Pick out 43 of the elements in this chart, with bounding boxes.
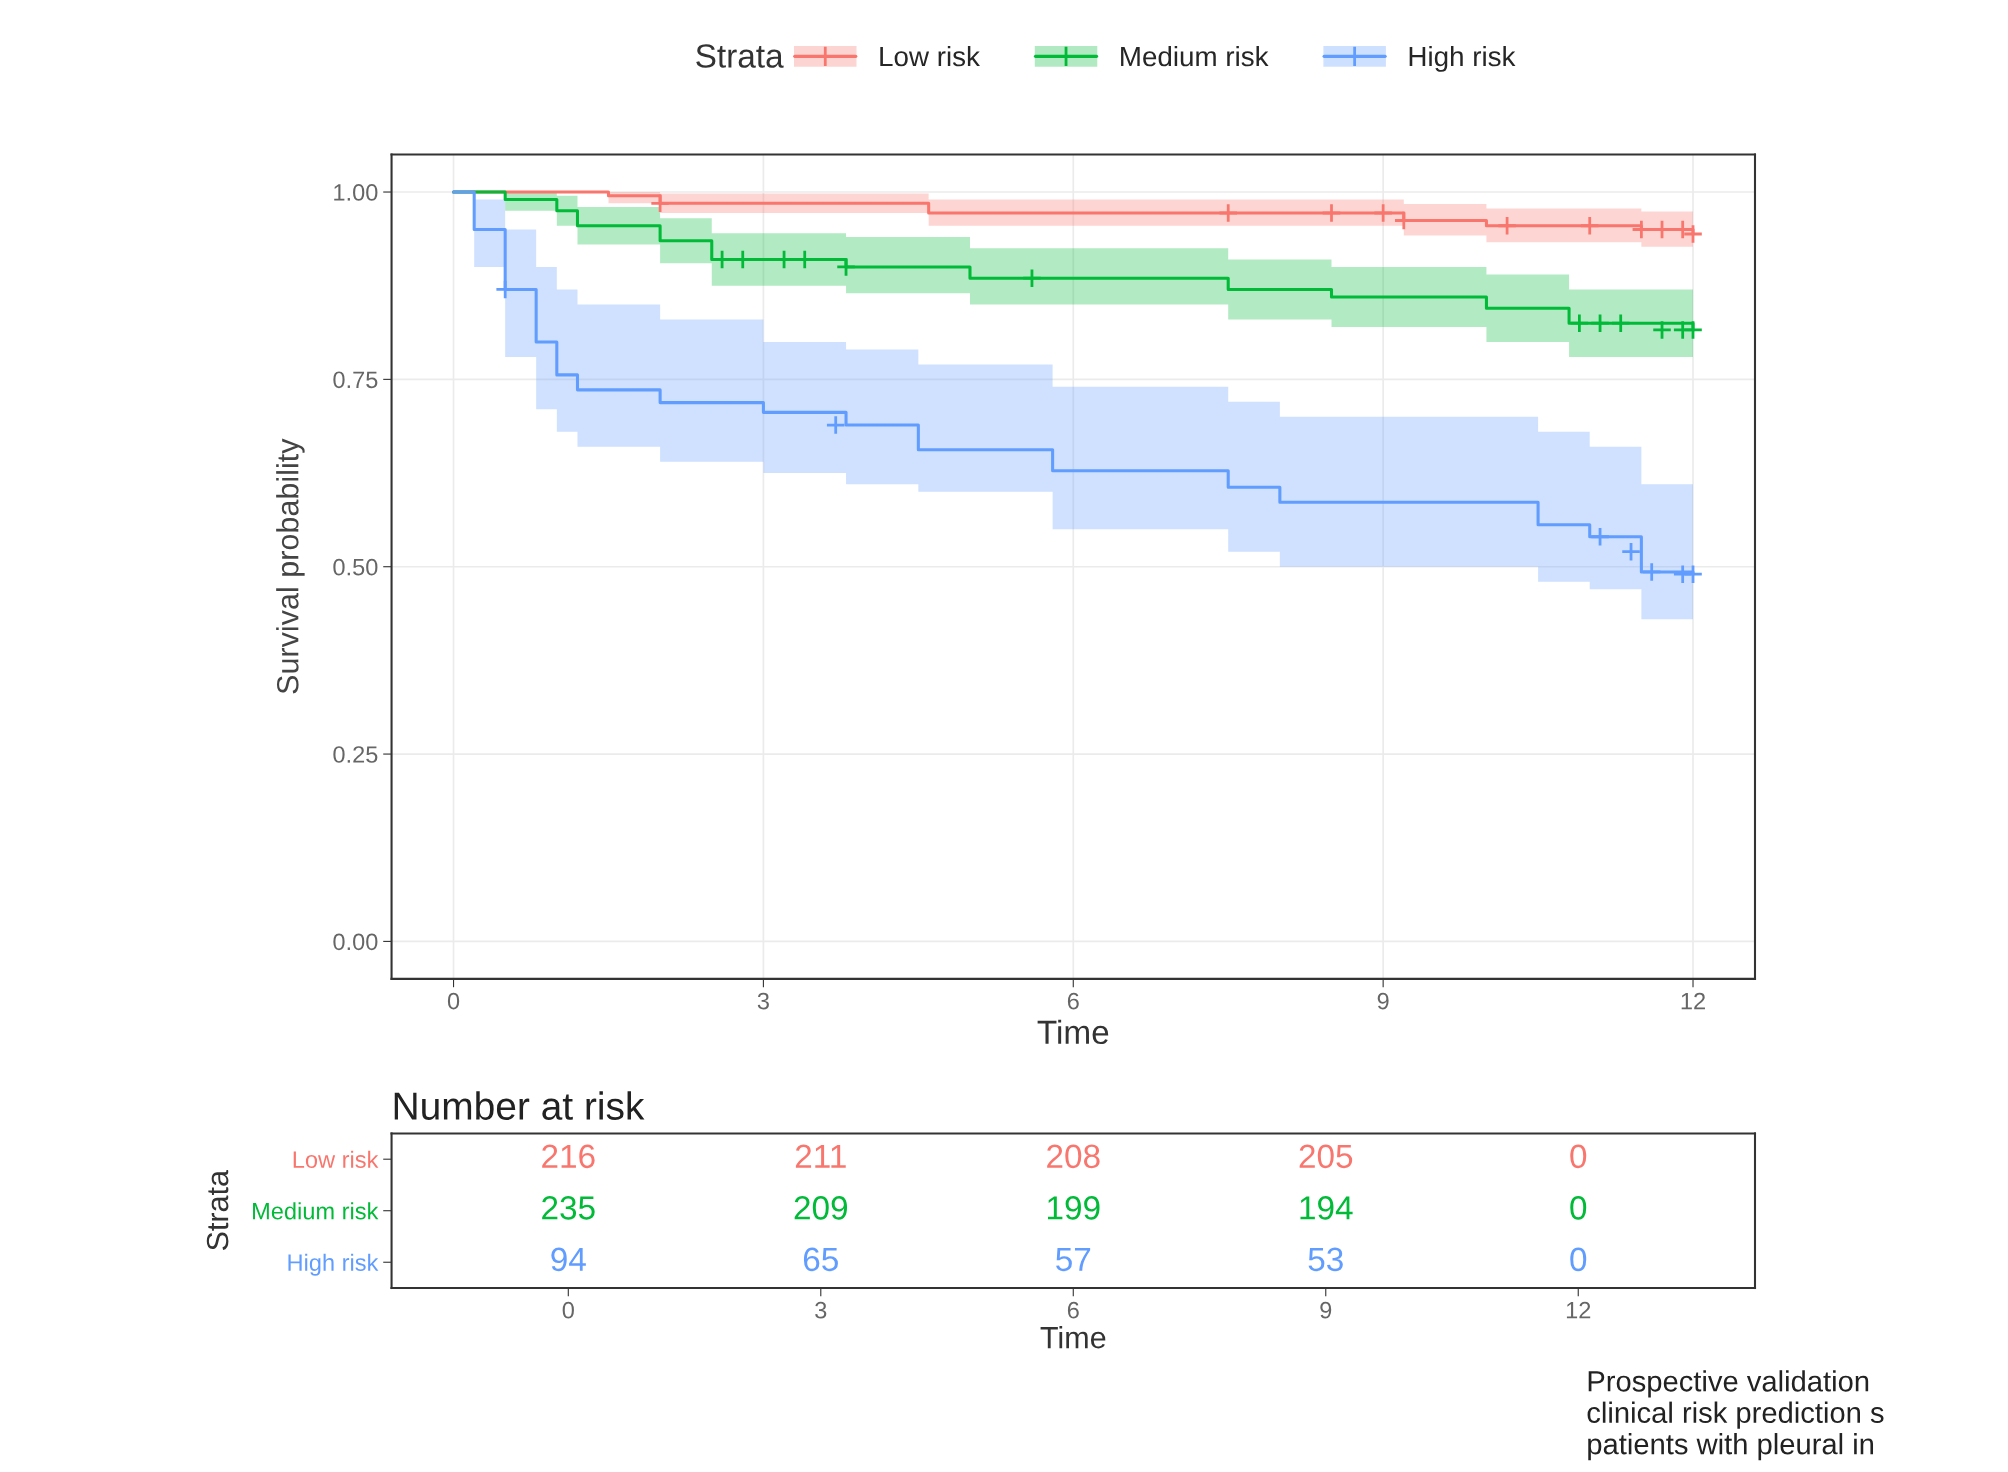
data-label: 216 [542, 1144, 595, 1169]
legend-label: Low risk [880, 45, 980, 67]
x-tick-label: 9 [1377, 992, 1389, 1010]
data-label: 0 [1570, 1196, 1587, 1220]
data-label: 208 [1047, 1144, 1100, 1169]
x-axis-title: Time [1040, 1325, 1106, 1349]
y-axis-title: Survival probability [276, 438, 305, 694]
x-tick-label: 0 [447, 992, 460, 1010]
x-tick-label: 12 [1566, 1301, 1591, 1319]
x-tick-label: 6 [1067, 1301, 1079, 1319]
x-tick-label: 3 [757, 992, 769, 1010]
data-label: 0 [1570, 1144, 1587, 1169]
data-label: 94 [551, 1247, 586, 1272]
x-axis-title: Time [1037, 1019, 1109, 1045]
data-label: 0 [1570, 1247, 1587, 1272]
y-tick-label: 0.00 [333, 933, 378, 951]
legend-label: Medium risk [1121, 45, 1269, 67]
y-tick-label: 1.00 [334, 184, 378, 201]
data-label: 57 [1056, 1247, 1091, 1272]
data-label: 211 [795, 1144, 846, 1168]
y-tick-label: High risk [288, 1253, 379, 1276]
y-tick-label: 0.50 [333, 558, 378, 576]
y-tick-label: 0.75 [333, 371, 378, 389]
x-tick-label: 6 [1067, 992, 1079, 1010]
x-tick-label: 12 [1681, 992, 1705, 1010]
y-tick-label: Low risk [293, 1150, 379, 1168]
data-label: 53 [1308, 1247, 1343, 1272]
x-tick-label: 9 [1320, 1301, 1332, 1319]
legend-label: High risk [1409, 45, 1516, 72]
chart-title: Number at risk [394, 1091, 645, 1120]
y-tick-label: 0.25 [333, 746, 378, 763]
data-label: 194 [1300, 1196, 1353, 1220]
data-label: 199 [1048, 1196, 1100, 1220]
x-tick-label: 3 [815, 1301, 827, 1319]
data-label: 205 [1299, 1144, 1353, 1169]
y-axis-title: Strata [206, 1169, 229, 1251]
data-label: 209 [794, 1196, 848, 1220]
x-tick-label: 0 [562, 1301, 574, 1319]
text: Prospective validation clinical risk prediction s patients with pleural in [1587, 1370, 1884, 1461]
legend-title: Strata [696, 44, 784, 68]
data-label: 65 [803, 1247, 838, 1272]
y-tick-label: Medium risk [253, 1202, 379, 1220]
data-label: 235 [542, 1196, 595, 1220]
